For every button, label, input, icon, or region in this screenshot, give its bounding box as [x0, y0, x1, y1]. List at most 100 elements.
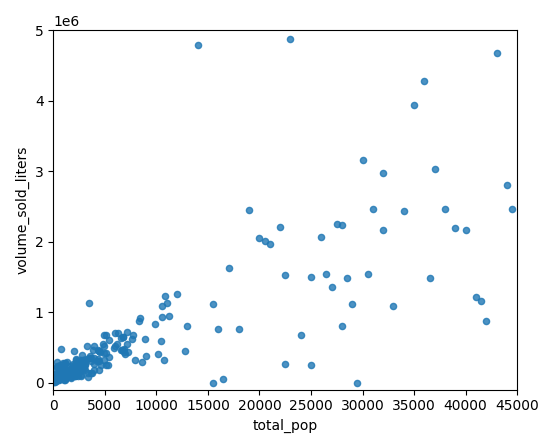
Point — [72, 363, 81, 370]
Point — [71, 356, 80, 363]
Point — [368, 206, 377, 213]
Point — [58, 370, 67, 377]
Point — [420, 78, 429, 85]
Point — [60, 375, 69, 382]
Point — [89, 360, 98, 367]
Point — [76, 372, 85, 379]
Point — [53, 371, 61, 379]
Point — [105, 353, 114, 361]
Point — [80, 357, 89, 364]
Point — [87, 369, 96, 376]
Point — [137, 359, 146, 366]
Point — [51, 377, 60, 384]
Point — [95, 348, 104, 355]
Point — [70, 373, 79, 380]
Point — [209, 301, 218, 308]
X-axis label: total_pop: total_pop — [253, 419, 318, 433]
Point — [53, 374, 61, 381]
Point — [317, 234, 326, 241]
Point — [425, 275, 434, 282]
Point — [65, 367, 74, 374]
Point — [337, 323, 346, 330]
Point — [172, 291, 181, 298]
Point — [53, 363, 61, 370]
Point — [57, 366, 66, 373]
Point — [322, 271, 331, 278]
Point — [71, 362, 80, 369]
Point — [94, 366, 103, 374]
Point — [60, 374, 69, 381]
Point — [159, 356, 168, 363]
Point — [89, 346, 98, 353]
Point — [281, 360, 290, 367]
Point — [123, 341, 132, 348]
Point — [430, 165, 439, 172]
Point — [78, 356, 87, 363]
Point — [63, 370, 72, 377]
Point — [55, 371, 64, 379]
Point — [476, 297, 485, 304]
Point — [80, 365, 89, 372]
Point — [59, 360, 68, 367]
Point — [129, 331, 138, 338]
Point — [64, 370, 73, 377]
Point — [77, 352, 86, 359]
Point — [260, 237, 269, 245]
Point — [93, 358, 101, 365]
Point — [63, 370, 71, 378]
Point — [95, 358, 104, 365]
Point — [56, 371, 65, 379]
Point — [55, 371, 64, 378]
Point — [70, 347, 79, 354]
Point — [49, 379, 58, 386]
Point — [119, 346, 127, 353]
Point — [306, 362, 315, 369]
Point — [502, 181, 511, 189]
Point — [79, 364, 88, 371]
Point — [54, 370, 63, 377]
Point — [66, 374, 75, 381]
Point — [234, 325, 243, 332]
Point — [56, 362, 65, 369]
Point — [60, 370, 69, 377]
Point — [104, 336, 113, 343]
Point — [61, 376, 70, 383]
Point — [84, 369, 93, 376]
Point — [76, 357, 85, 364]
Point — [90, 366, 99, 374]
Point — [77, 366, 86, 374]
Point — [85, 353, 94, 360]
Point — [53, 375, 61, 383]
Point — [96, 362, 105, 369]
Point — [119, 346, 128, 353]
Point — [153, 350, 162, 358]
Point — [71, 356, 80, 363]
Point — [100, 331, 109, 338]
Point — [101, 362, 110, 369]
Point — [118, 347, 127, 354]
Point — [116, 334, 125, 341]
Point — [245, 206, 254, 213]
Point — [83, 343, 91, 350]
Point — [63, 369, 71, 376]
Point — [55, 371, 64, 379]
Point — [451, 224, 460, 232]
Point — [61, 374, 70, 381]
Point — [224, 264, 233, 271]
Point — [131, 357, 140, 364]
Point — [255, 234, 264, 241]
Point — [70, 371, 79, 379]
Y-axis label: volume_sold_liters: volume_sold_liters — [15, 146, 29, 274]
Point — [85, 299, 94, 306]
Point — [55, 373, 64, 380]
Point — [80, 360, 89, 367]
Point — [49, 379, 58, 386]
Point — [134, 317, 143, 324]
Point — [219, 375, 228, 383]
Point — [86, 355, 95, 362]
Point — [60, 372, 69, 379]
Point — [67, 374, 76, 381]
Point — [88, 369, 96, 376]
Point — [379, 169, 388, 176]
Point — [342, 274, 351, 281]
